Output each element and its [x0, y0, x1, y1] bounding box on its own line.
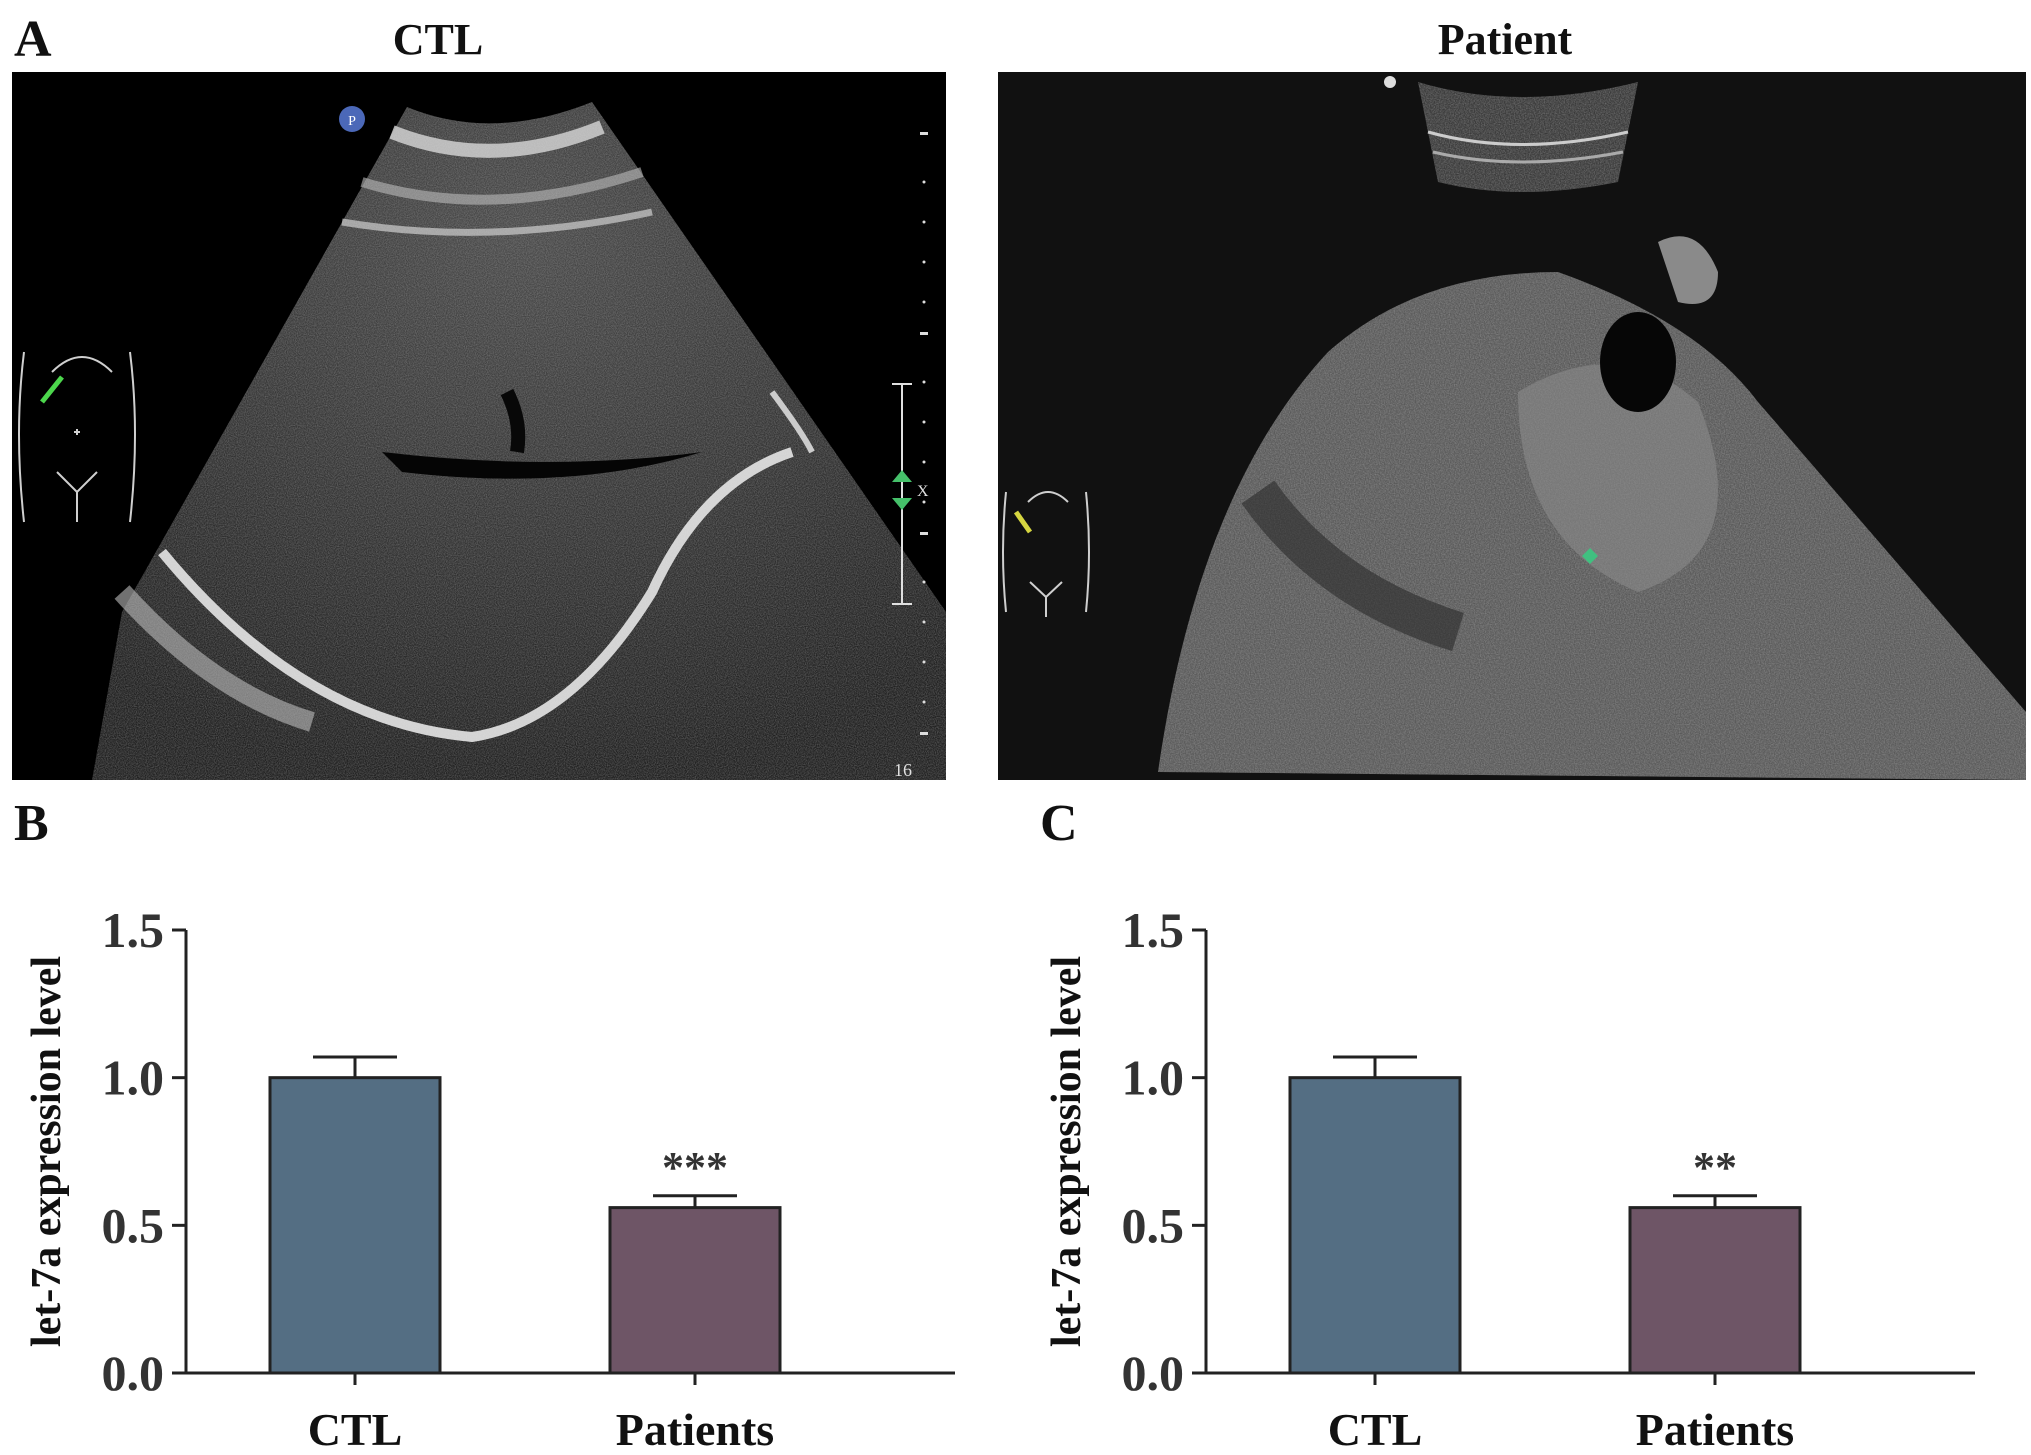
bar-ctl	[268, 1076, 442, 1375]
bar-patients	[1628, 1206, 1802, 1375]
y-tick-label: 1.0	[1122, 1050, 1185, 1106]
y-tick-label: 0.0	[1122, 1345, 1185, 1401]
ctl-depth-label: 16	[894, 760, 912, 780]
bar-ctl	[1288, 1076, 1462, 1375]
y-tick-label: 1.5	[1122, 902, 1185, 958]
ctl-image-title: CTL	[392, 15, 484, 64]
significance-marker: ***	[662, 1143, 728, 1192]
significance-marker: **	[1693, 1143, 1737, 1192]
bar-chart-b: 0.0 0.5 1.0 1.5 let-7a expression level CTL Pa…	[24, 902, 955, 1450]
probe-position-icon	[40, 375, 64, 404]
x-tick-label-ctl: CTL	[308, 1404, 403, 1450]
panel-letter-c: C	[1040, 795, 1078, 852]
ctl-ultrasound-image: P X 16	[12, 72, 946, 780]
panel-letter-b: B	[14, 795, 49, 852]
y-tick-label: 0.5	[1122, 1197, 1185, 1253]
patient-body-mark-icon	[1002, 491, 1090, 617]
patient-probe-dot-icon	[1384, 76, 1396, 88]
patient-ultrasound-image	[998, 72, 2026, 780]
y-tick-label: 1.0	[102, 1050, 165, 1106]
patient-image-title: Patient	[1437, 15, 1573, 64]
bar-chart-c: 0.0 0.5 1.0 1.5 let-7a expression level CTL Pa…	[1044, 902, 1975, 1450]
focus-marker-icon	[892, 383, 912, 605]
bar-patients	[608, 1206, 782, 1375]
depth-scale	[920, 132, 928, 735]
x-tick-label-ctl: CTL	[1328, 1404, 1423, 1450]
y-axis-label: let-7a expression level	[24, 956, 70, 1347]
panel-letter-a: A	[14, 11, 52, 68]
x-tick-label-patients: Patients	[616, 1404, 774, 1450]
y-tick-label: 0.0	[102, 1345, 165, 1401]
patient-cursor-icon	[1582, 548, 1598, 564]
y-tick-label: 1.5	[102, 902, 165, 958]
y-axis-label: let-7a expression level	[1044, 956, 1090, 1347]
ctl-marker-label: X	[917, 483, 929, 500]
body-mark-icon	[18, 351, 136, 523]
x-tick-label-patients: Patients	[1636, 1404, 1794, 1450]
patient-probe-position-icon	[1013, 510, 1033, 534]
focus-arrow-icon	[892, 470, 912, 510]
y-tick-label: 0.5	[102, 1197, 165, 1253]
ctl-probe-label: P	[348, 114, 356, 129]
